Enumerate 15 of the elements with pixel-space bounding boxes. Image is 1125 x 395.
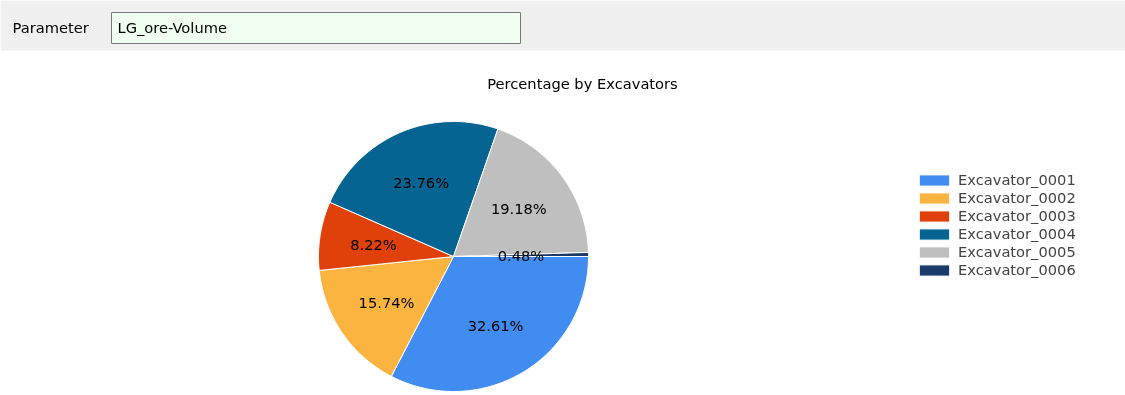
data-label: 23.76% [393,173,450,191]
legend-label: Excavator_0005 [958,243,1076,260]
legend-label: Excavator_0004 [958,225,1076,242]
data-label: 15.74% [358,293,415,311]
chart-title: Percentage by Excavators [487,75,678,92]
data-label: 32.61% [467,317,524,335]
data-label: 8.22% [350,235,397,253]
legend-label: Excavator_0001 [958,171,1076,188]
legend-label: Excavator_0006 [958,261,1076,278]
legend-label: Excavator_0003 [958,207,1076,224]
legend-label: Excavator_0002 [958,189,1076,206]
text: LG_ore-Volume [117,19,227,36]
data-label: 0.48% [497,246,545,264]
text: Parameter [12,19,90,36]
data-label: 19.18% [490,200,547,218]
